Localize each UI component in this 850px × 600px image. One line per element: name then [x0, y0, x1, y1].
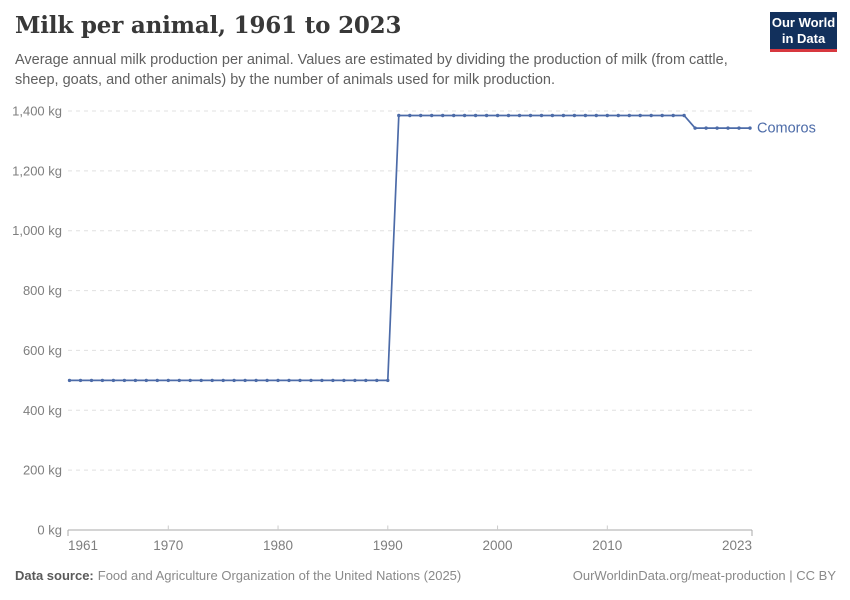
data-point [309, 378, 313, 383]
data-point [583, 113, 588, 118]
data-point [287, 378, 291, 383]
data-point [649, 113, 653, 118]
data-point [671, 113, 675, 118]
x-axis-label: 1980 [263, 538, 293, 553]
data-point [561, 113, 566, 118]
data-source: Data source: Food and Agriculture Organiz… [15, 568, 461, 583]
data-point [320, 378, 324, 383]
data-point [419, 113, 423, 118]
data-point [726, 126, 730, 130]
data-source-text: Food and Agriculture Organization of the… [97, 568, 462, 583]
data-point [473, 113, 478, 118]
data-point [506, 113, 511, 118]
y-axis-label: 800 kg [23, 283, 62, 298]
data-point [166, 378, 170, 383]
data-point [638, 113, 642, 118]
data-point [517, 113, 522, 118]
x-axis-label: 2000 [483, 538, 513, 553]
data-point [528, 113, 533, 118]
data-point [605, 113, 609, 118]
data-point [452, 113, 456, 118]
y-axis-label: 1,400 kg [12, 104, 62, 119]
data-point [298, 378, 302, 383]
data-point [693, 126, 697, 130]
data-point [704, 126, 708, 130]
data-point [155, 378, 159, 383]
data-point [737, 126, 741, 130]
data-point [210, 378, 214, 383]
data-point [133, 378, 138, 383]
data-point [265, 378, 269, 383]
owid-logo: Our World in Data [770, 12, 837, 52]
data-point [199, 378, 203, 383]
data-point [397, 113, 401, 118]
series-label-comoros: Comoros [757, 121, 816, 137]
x-axis-label: 1990 [373, 538, 403, 553]
y-axis-label: 1,000 kg [12, 223, 62, 238]
data-point [682, 113, 686, 118]
data-point [221, 378, 225, 383]
series-line-comoros [69, 114, 750, 382]
data-point [495, 113, 500, 118]
x-axis-label: 1970 [153, 538, 183, 553]
data-point [550, 113, 555, 118]
y-axis-label: 0 kg [37, 523, 62, 538]
owid-logo-line2: in Data [781, 30, 826, 46]
data-point [89, 378, 94, 383]
x-axis-label: 2010 [592, 538, 622, 553]
data-point [254, 378, 258, 383]
y-axis-label: 400 kg [23, 403, 62, 418]
data-point [342, 378, 346, 383]
data-point [144, 378, 148, 383]
data-point [243, 378, 247, 383]
attribution: OurWorldinData.org/meat-production | CC … [572, 568, 836, 583]
data-point [100, 378, 105, 383]
x-axis-label: 1961 [68, 538, 98, 553]
data-point [177, 378, 181, 383]
data-point [430, 113, 434, 118]
owid-logo-line1: Our World [771, 14, 836, 30]
y-axis-label: 200 kg [23, 463, 62, 478]
data-point [276, 378, 280, 383]
data-point [386, 378, 390, 383]
data-point [539, 113, 544, 118]
data-point [353, 378, 357, 383]
data-point [616, 113, 620, 118]
data-point [627, 113, 631, 118]
data-point [78, 378, 83, 383]
data-point [462, 113, 467, 118]
x-axis-label: 2023 [722, 538, 752, 553]
data-point [375, 378, 379, 383]
data-point [660, 113, 664, 118]
y-axis-label: 1,200 kg [12, 163, 62, 178]
data-point [572, 113, 577, 118]
data-point [111, 378, 116, 383]
data-source-label: Data source: [15, 568, 94, 583]
data-point [188, 378, 192, 383]
y-axis-label: 600 kg [23, 343, 62, 358]
chart-title: Milk per animal, 1961 to 2023 [15, 12, 402, 39]
data-point [441, 113, 445, 118]
chart-subtitle: Average annual milk production per anima… [15, 52, 728, 88]
data-point [331, 378, 335, 383]
data-point [408, 113, 412, 118]
data-point [232, 378, 236, 383]
data-point [122, 378, 127, 383]
data-point [484, 113, 489, 118]
data-point [715, 126, 719, 130]
data-point [594, 113, 598, 118]
data-point [67, 378, 72, 383]
data-point [364, 378, 368, 383]
data-point [748, 126, 752, 130]
